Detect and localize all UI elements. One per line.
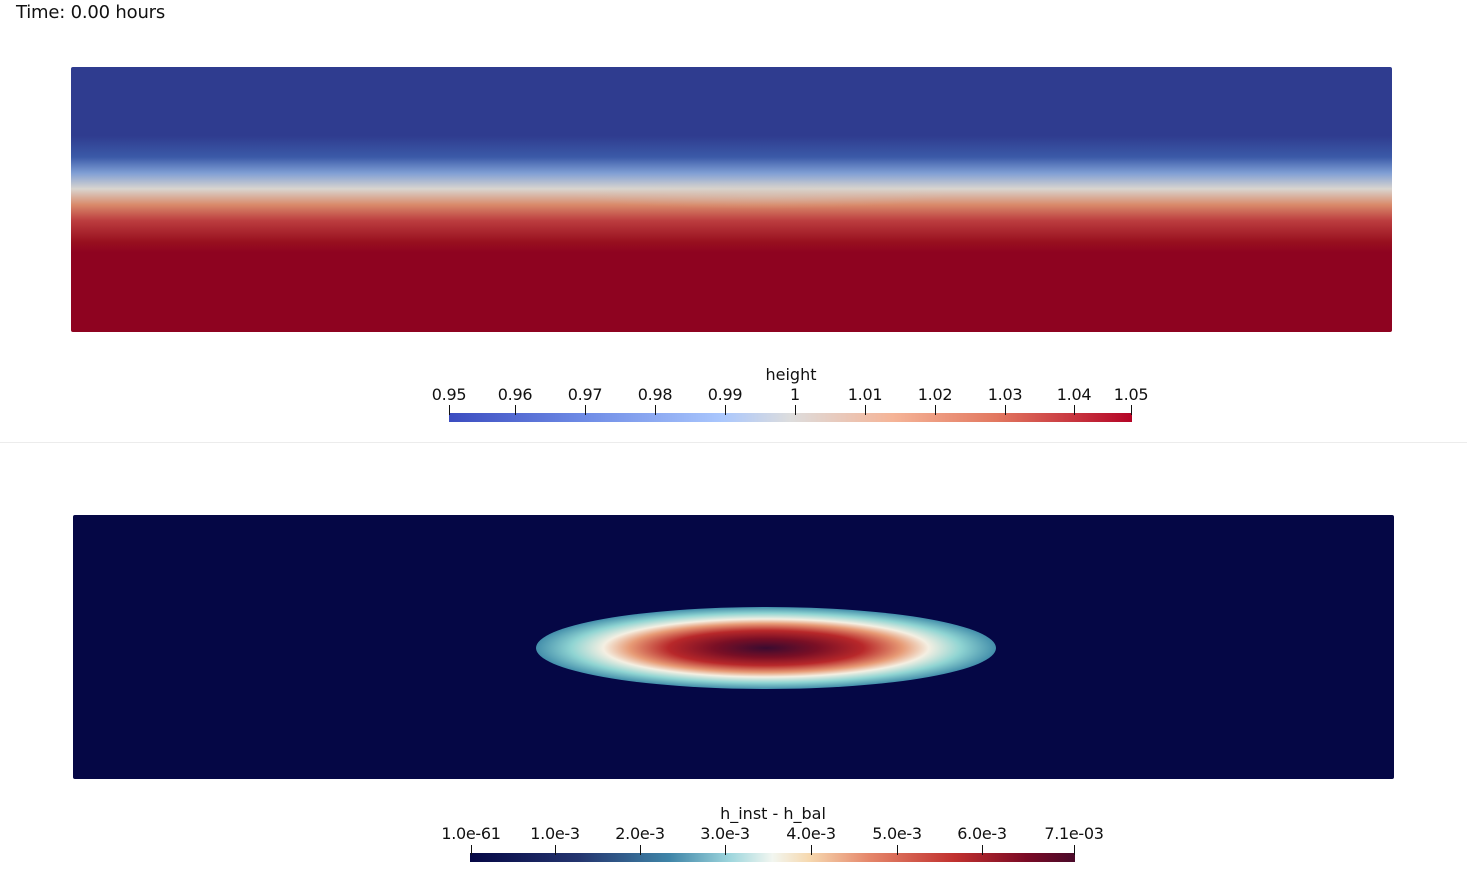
height-colorbar-tick (1005, 405, 1006, 415)
height-colorbar-tick (1131, 405, 1132, 415)
height-colorbar-tick-label: 0.98 (637, 385, 673, 404)
height-colorbar-tick (1074, 405, 1075, 415)
difference-colorbar-tick (725, 845, 726, 855)
height-colorbar-tick-label: 1.04 (1056, 385, 1092, 404)
difference-colorbar-tick (1074, 845, 1075, 855)
height-colorbar-tick (449, 405, 450, 415)
height-colorbar-tick (795, 405, 796, 415)
height-colorbar-tick-label: 1.01 (847, 385, 883, 404)
difference-colorbar-tick-label: 6.0e-3 (957, 824, 1007, 843)
height-colorbar (449, 413, 1132, 422)
time-label: Time: 0.00 hours (16, 2, 166, 23)
height-perturbation (571, 179, 951, 209)
difference-colorbar-tick (982, 845, 983, 855)
difference-colorbar-tick-label: 1.0e-3 (530, 824, 580, 843)
difference-colorbar-tick-label: 3.0e-3 (700, 824, 750, 843)
panel-divider (0, 442, 1467, 443)
difference-colorbar (470, 853, 1075, 862)
difference-colorbar-tick-label: 2.0e-3 (615, 824, 665, 843)
difference-colorbar-tick-label: 7.1e-03 (1044, 824, 1104, 843)
height-colorbar-tick-label: 0.97 (567, 385, 603, 404)
difference-colorbar-tick (897, 845, 898, 855)
difference-colorbar-tick (640, 845, 641, 855)
height-colorbar-tick (515, 405, 516, 415)
height-colorbar-tick-label: 0.96 (497, 385, 533, 404)
height-colorbar-tick-label: 1.03 (987, 385, 1023, 404)
height-colorbar-tick (935, 405, 936, 415)
height-colorbar-tick-label: 0.99 (707, 385, 743, 404)
height-colorbar-tick (725, 405, 726, 415)
height-colorbar-tick-label: 1 (790, 385, 800, 404)
height-colorbar-tick-label: 0.95 (431, 385, 467, 404)
height-field-plot (71, 67, 1392, 332)
height-colorbar-tick (585, 405, 586, 415)
difference-colorbar-tick (555, 845, 556, 855)
height-colorbar-tick (655, 405, 656, 415)
difference-colorbar-tick-label: 4.0e-3 (786, 824, 836, 843)
height-colorbar-tick-label: 1.05 (1113, 385, 1149, 404)
height-colorbar-title: height (765, 365, 817, 384)
difference-colorbar-tick (471, 845, 472, 855)
height-difference-field-plot (73, 515, 1394, 779)
height-colorbar-tick (865, 405, 866, 415)
difference-colorbar-title: h_inst - h_bal (720, 804, 826, 823)
difference-anomaly (536, 607, 996, 689)
difference-colorbar-tick (811, 845, 812, 855)
difference-colorbar-tick-label: 5.0e-3 (872, 824, 922, 843)
height-colorbar-tick-label: 1.02 (917, 385, 953, 404)
difference-colorbar-tick-label: 1.0e-61 (441, 824, 501, 843)
